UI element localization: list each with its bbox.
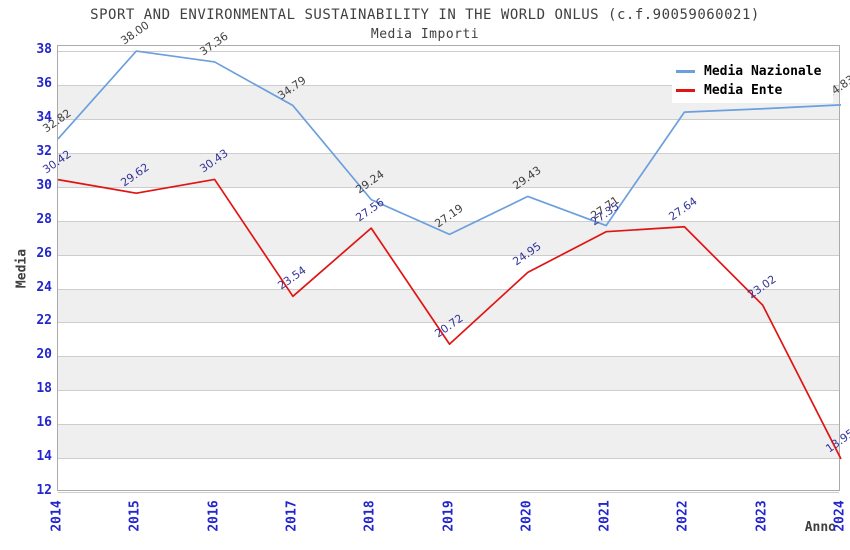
legend-label: Media Ente: [704, 83, 783, 98]
x-tick-label: 2022: [675, 500, 691, 532]
gridline: [58, 85, 839, 86]
legend-item-media-ente: Media Ente: [676, 81, 833, 100]
gridline: [58, 492, 839, 493]
y-tick-label: 34: [36, 109, 52, 125]
y-tick-label: 36: [36, 76, 52, 91]
x-tick-label: 2023: [754, 500, 770, 532]
y-tick-label: 20: [36, 347, 52, 363]
legend: Media Nazionale Media Ente: [672, 55, 833, 103]
x-tick-label: 2014: [49, 500, 65, 532]
y-tick-label: 16: [36, 415, 52, 431]
chart-title: SPORT AND ENVIRONMENTAL SUSTAINABILITY I…: [90, 7, 760, 23]
y-tick-label: 32: [36, 143, 52, 159]
x-tick-label: 2020: [519, 500, 535, 532]
line-media-ente: [57, 178, 842, 460]
gridline: [58, 322, 839, 324]
x-tick-label: 2024: [832, 500, 848, 532]
gridline: [58, 51, 839, 53]
gridline: [58, 390, 839, 392]
background-band: [58, 356, 839, 391]
line-series-canvas: [57, 50, 842, 460]
plot-area: [57, 45, 842, 493]
legend-label: Media Nazionale: [704, 64, 822, 79]
line-media-nazionale: [57, 50, 842, 236]
gridline: [58, 254, 839, 256]
x-tick-label: 2018: [362, 500, 378, 532]
gridline: [58, 220, 839, 222]
y-tick-label: 38: [36, 42, 52, 58]
x-tick-label: 2016: [206, 500, 222, 532]
legend-line-sample-blue-icon: [676, 70, 695, 73]
x-tick-label: 2019: [441, 500, 456, 532]
y-tick-label: 28: [36, 211, 52, 227]
y-tick-label: 18: [36, 381, 52, 397]
gridline: [58, 288, 839, 290]
gridline: [58, 152, 839, 154]
x-tick-label: 2015: [127, 500, 143, 532]
y-tick-label: 24: [36, 279, 52, 295]
background-band: [58, 152, 839, 187]
background-band: [58, 424, 839, 459]
gridline: [58, 424, 839, 426]
x-tick-label: 2017: [284, 500, 300, 532]
gridline: [58, 356, 839, 358]
y-tick-label: 12: [36, 483, 52, 498]
background-band: [58, 220, 839, 255]
background-band: [58, 288, 839, 323]
gridline: [58, 458, 839, 460]
legend-item-media-nazionale: Media Nazionale: [676, 62, 833, 81]
y-tick-label: 14: [36, 449, 52, 465]
gridline: [58, 118, 839, 120]
x-axis-label: Anno: [804, 520, 836, 535]
legend-line-sample-red-icon: [676, 89, 695, 92]
gridline: [58, 186, 839, 188]
y-tick-label: 26: [36, 245, 52, 261]
chart-subtitle: Media Importi: [370, 27, 480, 42]
x-tick-label: 2021: [597, 500, 613, 532]
y-tick-label: 22: [36, 313, 52, 329]
y-tick-label: 30: [36, 177, 52, 193]
